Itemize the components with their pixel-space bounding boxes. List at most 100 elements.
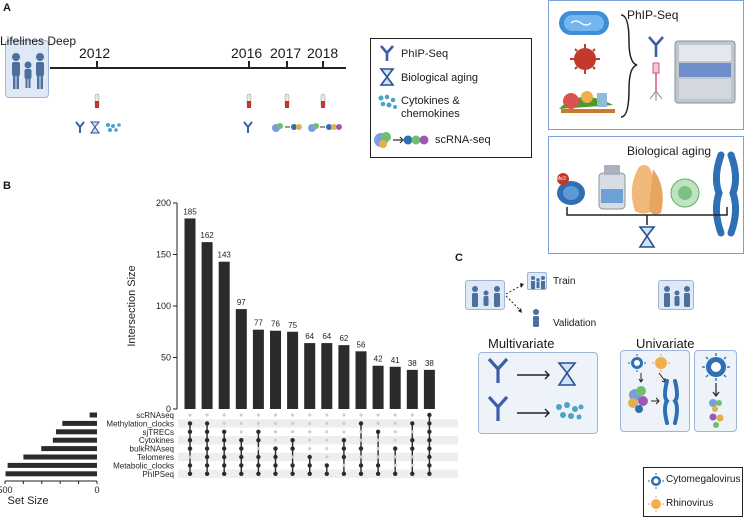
matrix-dot-filled — [256, 454, 261, 460]
matrix-dot-empty — [376, 421, 380, 425]
matrix-dot-empty — [308, 430, 312, 434]
matrix-dot-empty — [256, 421, 260, 425]
matrix-dot-filled — [290, 446, 295, 451]
set-size-bar — [89, 412, 97, 418]
legend-box: PhIP-Seq Biological aging Cytokines & ch… — [370, 38, 532, 158]
matrix-dot-filled — [239, 463, 244, 468]
cohort-label: Lifelines Deep — [0, 34, 77, 48]
bar-value-label: 97 — [237, 298, 246, 307]
cmv-label: Cytomegalovirus — [666, 474, 741, 485]
matrix-dot-empty — [325, 430, 329, 434]
intersection-bar — [321, 343, 333, 409]
matrix-dot-filled — [307, 471, 312, 476]
intersection-bar — [389, 366, 401, 409]
intersection-bar — [304, 343, 316, 409]
matrix-dot-empty — [376, 413, 380, 417]
legend-cytokines: Cytokines & chemokines — [401, 95, 460, 120]
matrix-dot-filled — [204, 463, 210, 468]
bar-value-label: 76 — [271, 320, 280, 329]
set-name-label: Cytokines — [139, 436, 174, 445]
cmv-icon — [702, 353, 730, 381]
bar-value-label: 42 — [374, 355, 383, 364]
intersection-bar — [270, 330, 281, 409]
virus-icon — [570, 44, 600, 74]
matrix-dot-empty — [325, 438, 329, 442]
matrix-dot-filled — [341, 454, 347, 460]
matrix-dot-empty — [291, 430, 295, 434]
y-tick-label: 50 — [161, 353, 171, 363]
panel-c-letter: C — [455, 252, 463, 264]
set-name-label: sjTRECs — [142, 428, 174, 437]
intersection-bar — [355, 351, 367, 409]
matrix-dot-filled — [222, 454, 227, 460]
multivariate-box — [478, 352, 598, 434]
matrix-dot-filled — [187, 446, 193, 451]
year-2012: 2012 — [79, 45, 111, 61]
upset-chart: 0 50 100 150 200 Intersection Size 185 162 143 97… — [0, 198, 458, 507]
timeline-tick-2012 — [96, 61, 98, 68]
matrix-dot-empty — [410, 413, 414, 417]
year-2018: 2018 — [307, 45, 339, 61]
matrix-dot-filled — [204, 438, 210, 443]
matrix-dot-filled — [273, 471, 278, 476]
matrix-dot-filled — [358, 446, 364, 451]
matrix-dot-empty — [393, 430, 397, 434]
matrix-dot-filled — [358, 471, 364, 476]
set-size-bar — [52, 437, 97, 443]
bar-value-label: 64 — [322, 332, 331, 341]
year-2017: 2017 — [270, 45, 302, 61]
matrix-dot-filled — [410, 438, 415, 443]
matrix-dot-empty — [325, 413, 329, 417]
intersection-bar — [184, 218, 196, 409]
matrix-dot-filled — [256, 463, 261, 468]
set-size-bar — [62, 420, 97, 426]
virus-legend-box: Cytomegalovirus Rhinovirus — [643, 467, 743, 517]
matrix-dot-filled — [187, 429, 193, 434]
set-name-label: Metabolic_clocks — [113, 461, 174, 470]
set-size-bar — [5, 471, 98, 477]
train-cohort-icon — [527, 272, 547, 290]
univariate-cohort-icon — [658, 280, 694, 310]
matrix-dot-filled — [204, 471, 210, 476]
matrix-dot-empty — [325, 447, 329, 451]
matrix-dot-empty — [308, 438, 312, 442]
univariate-left-illustration — [628, 354, 679, 425]
intersection-bar — [423, 369, 435, 409]
scrna-icon — [628, 386, 648, 413]
bacteria-icon — [559, 11, 609, 35]
matrix-dot-filled — [410, 421, 415, 426]
matrix-dot-filled — [290, 438, 295, 443]
rhino-label: Rhinovirus — [666, 498, 714, 509]
matrix-dot-empty — [342, 463, 346, 467]
matrix-dot-filled — [358, 421, 364, 426]
matrix-dot-empty — [359, 438, 363, 442]
intersection-bar — [406, 369, 418, 409]
legend-aging: Biological aging — [401, 72, 479, 84]
matrix-dot-empty — [256, 413, 260, 417]
family-icon — [472, 286, 500, 307]
biological-aging-box: Biological aging Me3 — [548, 136, 744, 254]
matrix-dot-empty — [325, 421, 329, 425]
y-tick-label: 0 — [166, 404, 171, 414]
rhino-icon — [652, 354, 670, 372]
set-name-label: Telomeres — [137, 453, 174, 462]
intersection-bar — [235, 309, 247, 409]
hourglass-icon — [638, 226, 656, 248]
matrix-dot-filled — [410, 471, 415, 476]
matrix-dot-empty — [393, 463, 397, 467]
intersection-bar — [287, 331, 299, 409]
matrix-dot-empty — [393, 438, 397, 442]
bar-value-label: 62 — [339, 334, 348, 343]
matrix-dot-empty — [359, 413, 363, 417]
matrix-dot-filled — [375, 463, 381, 468]
univariate-right-illustration — [702, 353, 730, 428]
univariate-label: Univariate — [636, 336, 695, 351]
matrix-dot-empty — [393, 455, 397, 459]
antibody-icon — [380, 45, 394, 61]
matrix-dot-empty — [376, 438, 380, 442]
matrix-dot-filled — [239, 454, 244, 460]
y-tick-label: 100 — [156, 301, 171, 311]
panel-b-letter: B — [3, 180, 11, 192]
bar-value-label: 185 — [183, 207, 197, 216]
matrix-row-stripe — [178, 419, 458, 428]
